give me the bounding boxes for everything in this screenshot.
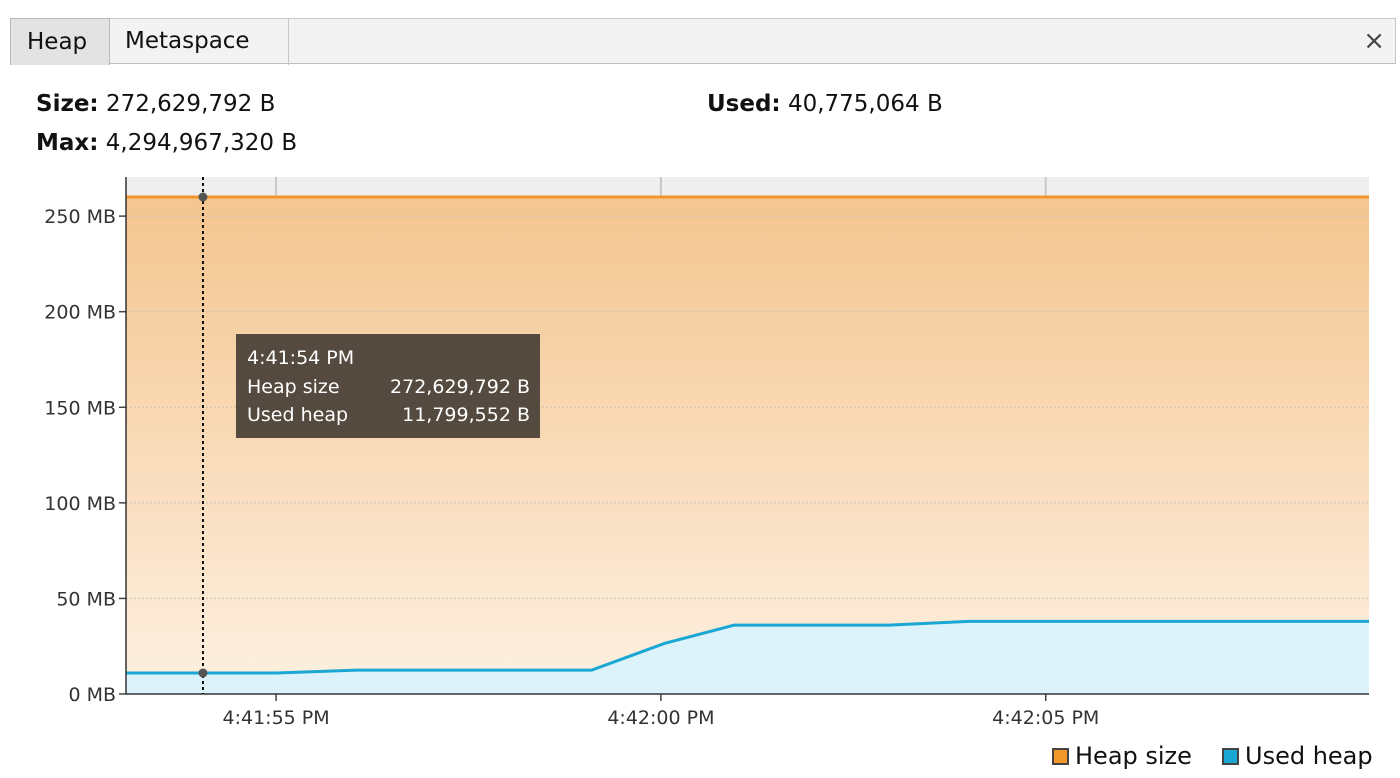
legend-used-heap[interactable]: Used heap [1222, 741, 1373, 771]
tooltip: 4:41:54 PM Heap size 272,629,792 B Used … [236, 334, 540, 438]
legend-heap-size-label: Heap size [1075, 742, 1192, 770]
y-tick-label: 50 MB [56, 588, 116, 610]
used-heap-area [126, 621, 1369, 694]
tab-bar: Heap Metaspace × [10, 18, 1396, 65]
size-stat: Size: 272,629,792 B [36, 89, 275, 119]
y-tick-label: 250 MB [44, 206, 116, 228]
y-tick-label: 200 MB [44, 302, 116, 324]
max-stat: Max: 4,294,967,320 B [36, 128, 297, 158]
used-label: Used: [707, 91, 781, 117]
tab-heap[interactable]: Heap [10, 18, 110, 65]
tab-metaspace[interactable]: Metaspace [109, 18, 289, 65]
heap-size-swatch [1052, 748, 1069, 765]
tooltip-time: 4:41:54 PM [247, 347, 354, 369]
used-heap-swatch [1222, 748, 1239, 765]
x-tick-label: 4:42:05 PM [992, 707, 1099, 729]
tooltip-used-value: 11,799,552 B [402, 404, 530, 426]
max-label: Max: [36, 130, 99, 156]
heap-size-area [126, 197, 1369, 694]
y-tick-label: 0 MB [68, 684, 116, 706]
crosshair-used-point [198, 668, 208, 678]
y-tick-label: 150 MB [44, 397, 116, 419]
y-tick-label: 100 MB [44, 493, 116, 515]
legend-heap-size[interactable]: Heap size [1052, 741, 1192, 771]
tooltip-heap-value: 272,629,792 B [390, 376, 530, 398]
crosshair-heap-point [198, 192, 208, 202]
size-label: Size: [36, 91, 99, 117]
x-tick-label: 4:41:55 PM [223, 707, 330, 729]
tooltip-heap-label: Heap size [247, 376, 340, 398]
size-value: 272,629,792 B [105, 91, 276, 117]
close-icon[interactable]: × [1363, 26, 1385, 56]
used-value: 40,775,064 B [787, 91, 943, 117]
tooltip-background [236, 334, 540, 438]
legend-used-heap-label: Used heap [1245, 742, 1373, 770]
max-value: 4,294,967,320 B [105, 130, 298, 156]
tooltip-used-label: Used heap [247, 404, 348, 426]
used-heap-line [126, 619, 1369, 675]
heap-chart[interactable]: 4:41:55 PM 4:42:00 PM 4:42:05 PM 0 MB 50 MB 1… [0, 0, 1400, 740]
used-stat: Used: 40,775,064 B [707, 89, 943, 119]
x-tick-label: 4:42:00 PM [607, 707, 714, 729]
